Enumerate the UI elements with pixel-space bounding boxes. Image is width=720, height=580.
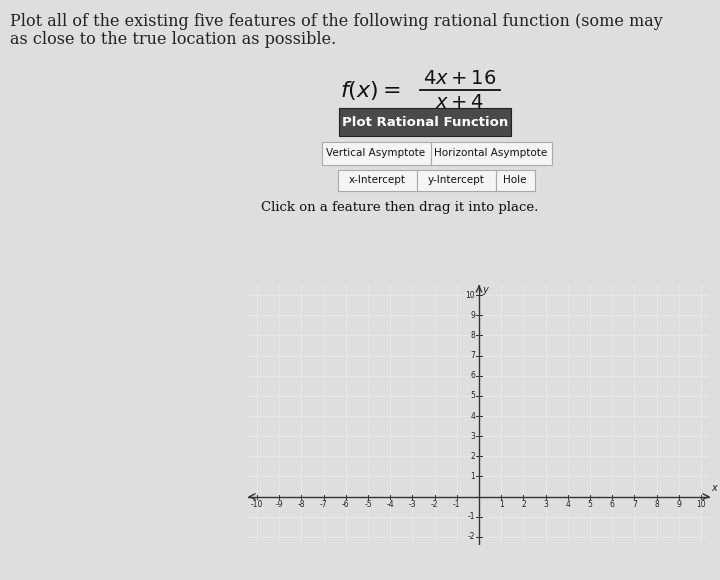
Text: 1: 1 bbox=[470, 472, 475, 481]
Text: 8: 8 bbox=[470, 331, 475, 340]
Text: -1: -1 bbox=[467, 512, 475, 521]
Text: -7: -7 bbox=[320, 501, 328, 509]
FancyBboxPatch shape bbox=[416, 169, 495, 190]
Text: as close to the true location as possible.: as close to the true location as possibl… bbox=[10, 31, 336, 48]
Text: -4: -4 bbox=[387, 501, 394, 509]
Text: -3: -3 bbox=[408, 501, 416, 509]
Text: $x + 4$: $x + 4$ bbox=[436, 92, 485, 111]
Text: Horizontal Asymptote: Horizontal Asymptote bbox=[434, 148, 548, 158]
Text: $f(x) =$: $f(x) =$ bbox=[340, 78, 401, 102]
Text: $4x + 16$: $4x + 16$ bbox=[423, 70, 497, 89]
Text: 1: 1 bbox=[499, 501, 503, 509]
Text: 10: 10 bbox=[696, 501, 706, 509]
Text: 8: 8 bbox=[654, 501, 659, 509]
Text: 5: 5 bbox=[588, 501, 593, 509]
Text: 4: 4 bbox=[470, 411, 475, 420]
Text: 6: 6 bbox=[470, 371, 475, 380]
Text: 7: 7 bbox=[470, 351, 475, 360]
Text: 3: 3 bbox=[470, 432, 475, 441]
Text: 3: 3 bbox=[543, 501, 548, 509]
FancyBboxPatch shape bbox=[339, 108, 511, 136]
Text: 4: 4 bbox=[565, 501, 570, 509]
Text: y-Intercept: y-Intercept bbox=[428, 175, 485, 185]
Text: x: x bbox=[711, 483, 717, 493]
Text: -8: -8 bbox=[297, 501, 305, 509]
Text: 9: 9 bbox=[470, 311, 475, 320]
Text: Vertical Asymptote: Vertical Asymptote bbox=[326, 148, 426, 158]
Text: -5: -5 bbox=[364, 501, 372, 509]
FancyBboxPatch shape bbox=[338, 169, 416, 190]
Text: 2: 2 bbox=[470, 452, 475, 461]
FancyBboxPatch shape bbox=[495, 169, 534, 190]
Text: 9: 9 bbox=[677, 501, 681, 509]
FancyBboxPatch shape bbox=[322, 142, 431, 165]
Text: 6: 6 bbox=[610, 501, 615, 509]
Text: y: y bbox=[482, 285, 488, 295]
Text: 10: 10 bbox=[465, 291, 475, 300]
Text: -1: -1 bbox=[453, 501, 461, 509]
Text: 2: 2 bbox=[521, 501, 526, 509]
Text: -10: -10 bbox=[251, 501, 263, 509]
Text: -2: -2 bbox=[431, 501, 438, 509]
FancyBboxPatch shape bbox=[431, 142, 552, 165]
Text: Click on a feature then drag it into place.: Click on a feature then drag it into pla… bbox=[261, 201, 539, 215]
Text: Hole: Hole bbox=[503, 175, 527, 185]
Text: Plot all of the existing five features of the following rational function (some : Plot all of the existing five features o… bbox=[10, 13, 662, 30]
Text: 7: 7 bbox=[632, 501, 637, 509]
Text: -6: -6 bbox=[342, 501, 349, 509]
Text: x-Intercept: x-Intercept bbox=[348, 175, 405, 185]
Text: Plot Rational Function: Plot Rational Function bbox=[342, 115, 508, 129]
Text: -2: -2 bbox=[467, 532, 475, 542]
Text: -9: -9 bbox=[275, 501, 283, 509]
Text: 5: 5 bbox=[470, 392, 475, 400]
